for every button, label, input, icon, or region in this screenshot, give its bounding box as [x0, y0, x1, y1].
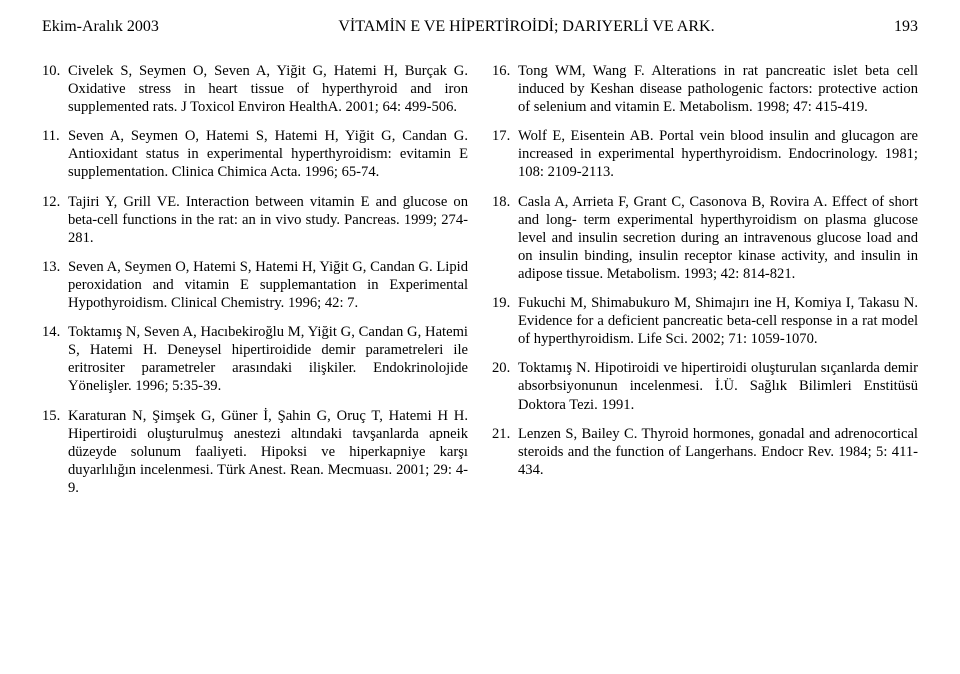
- reference-text: Toktamış N, Seven A, Hacıbekiroğlu M, Yi…: [68, 323, 468, 395]
- header-date: Ekim-Aralık 2003: [42, 18, 159, 36]
- reference-text: Civelek S, Seymen O, Seven A, Yiğit G, H…: [68, 62, 468, 116]
- page-header: Ekim-Aralık 2003 VİTAMİN E VE HİPERTİROİ…: [42, 18, 918, 36]
- references-columns: 10.Civelek S, Seymen O, Seven A, Yiğit G…: [42, 62, 918, 508]
- reference-text: Karaturan N, Şimşek G, Güner İ, Şahin G,…: [68, 407, 468, 497]
- reference-text: Seven A, Seymen O, Hatemi S, Hatemi H, Y…: [68, 258, 468, 312]
- page-number: 193: [894, 18, 918, 36]
- reference-item: 10.Civelek S, Seymen O, Seven A, Yiğit G…: [42, 62, 468, 116]
- reference-item: 11.Seven A, Seymen O, Hatemi S, Hatemi H…: [42, 127, 468, 181]
- reference-number: 11.: [42, 127, 68, 181]
- reference-item: 20.Toktamış N. Hipotiroidi ve hipertiroi…: [492, 359, 918, 413]
- reference-number: 16.: [492, 62, 518, 116]
- reference-item: 14.Toktamış N, Seven A, Hacıbekiroğlu M,…: [42, 323, 468, 395]
- reference-text: Fukuchi M, Shimabukuro M, Shimajırı ine …: [518, 294, 918, 348]
- reference-text: Wolf E, Eisentein AB. Portal vein blood …: [518, 127, 918, 181]
- reference-item: 15. Karaturan N, Şimşek G, Güner İ, Şahi…: [42, 407, 468, 497]
- reference-item: 17.Wolf E, Eisentein AB. Portal vein blo…: [492, 127, 918, 181]
- reference-text: Tong WM, Wang F. Alterations in rat panc…: [518, 62, 918, 116]
- reference-item: 13.Seven A, Seymen O, Hatemi S, Hatemi H…: [42, 258, 468, 312]
- reference-number: 17.: [492, 127, 518, 181]
- reference-number: 21.: [492, 425, 518, 479]
- reference-number: 12.: [42, 193, 68, 247]
- reference-item: 21.Lenzen S, Bailey C. Thyroid hormones,…: [492, 425, 918, 479]
- reference-number: 15.: [42, 407, 68, 497]
- left-column: 10.Civelek S, Seymen O, Seven A, Yiğit G…: [42, 62, 468, 508]
- reference-number: 13.: [42, 258, 68, 312]
- reference-text: Lenzen S, Bailey C. Thyroid hormones, go…: [518, 425, 918, 479]
- reference-number: 20.: [492, 359, 518, 413]
- reference-text: Seven A, Seymen O, Hatemi S, Hatemi H, Y…: [68, 127, 468, 181]
- reference-text: Toktamış N. Hipotiroidi ve hipertiroidi …: [518, 359, 918, 413]
- reference-number: 18.: [492, 193, 518, 283]
- reference-item: 16.Tong WM, Wang F. Alterations in rat p…: [492, 62, 918, 116]
- right-column: 16.Tong WM, Wang F. Alterations in rat p…: [492, 62, 918, 508]
- reference-text: Tajiri Y, Grill VE. Interaction between …: [68, 193, 468, 247]
- reference-number: 14.: [42, 323, 68, 395]
- reference-text: Casla A, Arrieta F, Grant C, Casonova B,…: [518, 193, 918, 283]
- reference-item: 12.Tajiri Y, Grill VE. Interaction betwe…: [42, 193, 468, 247]
- reference-number: 10.: [42, 62, 68, 116]
- header-title: VİTAMİN E VE HİPERTİROİDİ; DARIYERLİ VE …: [338, 18, 714, 36]
- reference-number: 19.: [492, 294, 518, 348]
- reference-item: 19.Fukuchi M, Shimabukuro M, Shimajırı i…: [492, 294, 918, 348]
- reference-item: 18.Casla A, Arrieta F, Grant C, Casonova…: [492, 193, 918, 283]
